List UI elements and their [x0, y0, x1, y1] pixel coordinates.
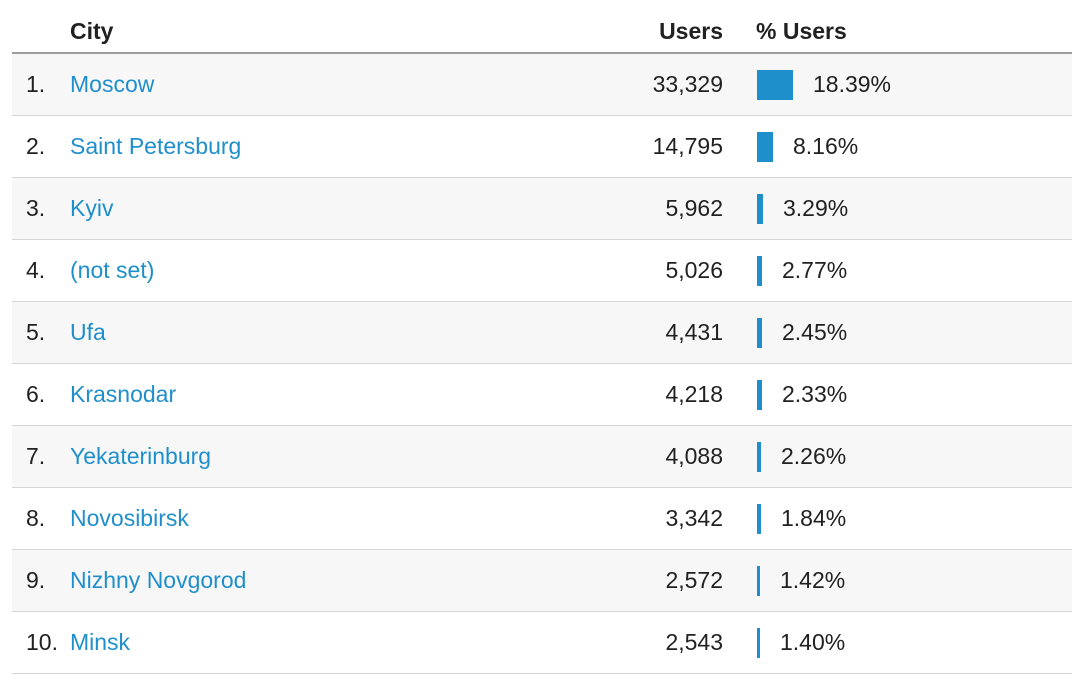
pct-users-value: 8.16% — [793, 133, 859, 159]
city-link[interactable]: Ufa — [70, 319, 106, 345]
pct-users-bar — [757, 504, 761, 534]
pct-users-value: 2.26% — [781, 443, 847, 469]
table-row: 6. Krasnodar 4,218 2.33% — [12, 364, 1072, 426]
row-rank: 2. — [26, 133, 46, 159]
table-row: 8. Novosibirsk 3,342 1.84% — [12, 488, 1072, 550]
city-link[interactable]: Yekaterinburg — [70, 443, 212, 469]
column-header-pct-users[interactable]: % Users — [756, 18, 847, 44]
users-value: 2,572 — [665, 567, 723, 593]
column-header-users[interactable]: Users — [659, 18, 723, 44]
pct-users-value: 2.45% — [782, 319, 848, 345]
pct-users-bar — [757, 566, 760, 596]
users-value: 33,329 — [652, 71, 723, 97]
users-value: 4,218 — [665, 381, 723, 407]
table-row: 7. Yekaterinburg 4,088 2.26% — [12, 426, 1072, 488]
table-body: 1. Moscow 33,329 18.39% 2. Saint Petersburg 14… — [12, 54, 1072, 674]
pct-users-value: 3.29% — [783, 195, 849, 221]
users-value: 3,342 — [665, 505, 723, 531]
pct-users-value: 2.33% — [782, 381, 848, 407]
table-row: 4. (not set) 5,026 2.77% — [12, 240, 1072, 302]
row-rank: 6. — [26, 381, 46, 407]
row-rank: 4. — [26, 257, 46, 283]
pct-users-bar — [757, 256, 762, 286]
pct-users-bar — [757, 318, 762, 348]
users-value: 14,795 — [652, 133, 723, 159]
table-row: 5. Ufa 4,431 2.45% — [12, 302, 1072, 364]
table-header: City Users % Users — [12, 0, 1072, 54]
city-link[interactable]: Saint Petersburg — [70, 133, 242, 159]
row-rank: 5. — [26, 319, 46, 345]
city-users-table: City Users % Users 1. Moscow 33,329 18.39% 2… — [12, 0, 1072, 674]
table-row: 1. Moscow 33,329 18.39% — [12, 54, 1072, 116]
pct-users-value: 18.39% — [813, 71, 892, 97]
city-link[interactable]: Krasnodar — [70, 381, 177, 407]
city-link[interactable]: (not set) — [70, 257, 155, 283]
pct-users-bar — [757, 380, 762, 410]
city-link[interactable]: Novosibirsk — [70, 505, 189, 531]
pct-users-value: 2.77% — [782, 257, 848, 283]
pct-users-value: 1.84% — [781, 505, 847, 531]
pct-users-value: 1.40% — [780, 629, 846, 655]
city-link[interactable]: Nizhny Novgorod — [70, 567, 247, 593]
table-row: 2. Saint Petersburg 14,795 8.16% — [12, 116, 1072, 178]
pct-users-bar — [757, 442, 761, 472]
pct-users-bar — [757, 194, 763, 224]
row-rank: 8. — [26, 505, 46, 531]
row-rank: 7. — [26, 443, 46, 469]
table-row: 3. Kyiv 5,962 3.29% — [12, 178, 1072, 240]
users-value: 5,026 — [665, 257, 723, 283]
pct-users-bar — [757, 628, 760, 658]
row-rank: 3. — [26, 195, 46, 221]
column-header-city[interactable]: City — [70, 18, 114, 44]
city-link[interactable]: Minsk — [70, 629, 131, 655]
city-link[interactable]: Moscow — [70, 71, 155, 97]
pct-users-value: 1.42% — [780, 567, 846, 593]
table-row: 9. Nizhny Novgorod 2,572 1.42% — [12, 550, 1072, 612]
users-value: 5,962 — [665, 195, 723, 221]
city-link[interactable]: Kyiv — [70, 195, 114, 221]
pct-users-bar — [757, 132, 773, 162]
table-row: 10. Minsk 2,543 1.40% — [12, 612, 1072, 674]
users-value: 4,431 — [665, 319, 723, 345]
users-value: 2,543 — [665, 629, 723, 655]
users-value: 4,088 — [665, 443, 723, 469]
row-rank: 10. — [26, 629, 58, 655]
pct-users-bar — [757, 70, 793, 100]
row-rank: 1. — [26, 71, 46, 97]
row-rank: 9. — [26, 567, 46, 593]
